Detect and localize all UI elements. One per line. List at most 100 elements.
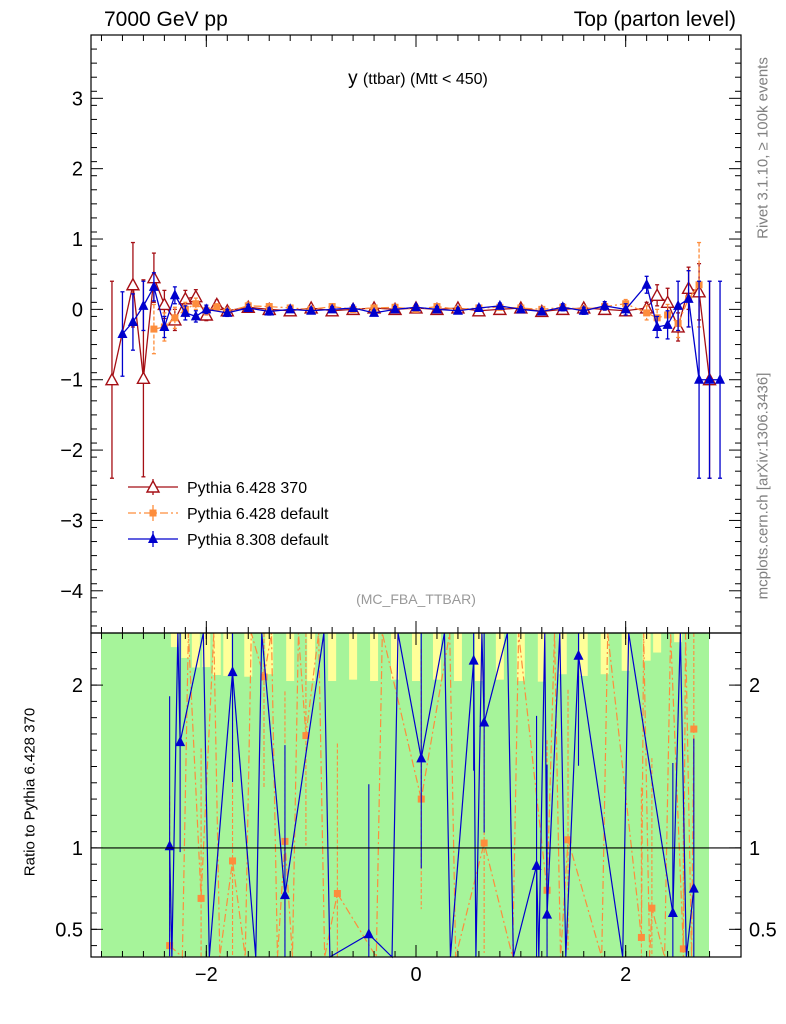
y-tick-label: −4 (60, 581, 83, 603)
y-tick-label: 2 (72, 159, 83, 181)
ratio-band-yellow (558, 633, 567, 675)
ratio-band-yellow (495, 633, 504, 680)
ratio-band-yellow (370, 633, 379, 682)
ratio-band-yellow (307, 633, 316, 682)
ratio-band-yellow (621, 633, 630, 671)
data-point (213, 303, 221, 311)
ratio-point (227, 666, 238, 677)
y-tick-label: −1 (60, 370, 83, 392)
ratio-band-yellow (223, 633, 232, 676)
data-point (104, 372, 120, 386)
ratio-point (648, 904, 656, 912)
data-point (369, 306, 380, 317)
ratio-band-yellow (181, 633, 190, 658)
data-point (599, 299, 610, 310)
title-sub: (ttbar) (Mtt < 450) (362, 71, 488, 88)
ratio-band-yellow (212, 633, 221, 675)
ratio-point (479, 716, 490, 727)
ratio-point (531, 859, 542, 870)
data-point (673, 299, 684, 310)
ratio-band-yellow (537, 633, 546, 682)
header-left: 7000 GeV pp (104, 8, 228, 31)
data-point (171, 314, 179, 322)
data-point (125, 277, 141, 291)
data-point (536, 305, 547, 316)
ratio-point (667, 907, 678, 918)
data-point (148, 280, 159, 291)
ratio-point (175, 736, 186, 747)
ratio-y-tick-label-right: 2 (749, 675, 760, 697)
ratio-band-green (101, 633, 709, 957)
x-tick-label: 0 (410, 964, 421, 986)
ratio-band-yellow (674, 633, 683, 643)
ratio-band-yellow (391, 633, 400, 680)
data-point (652, 320, 663, 331)
data-point (494, 299, 505, 310)
y-tick-label: 0 (72, 299, 83, 321)
data-point (683, 292, 694, 303)
data-point (473, 301, 484, 312)
y-tick-label: 1 (72, 229, 83, 251)
data-point (243, 301, 254, 312)
data-point (306, 304, 317, 315)
ratio-band-yellow (328, 633, 337, 682)
ratio-point (688, 882, 699, 893)
ratio-point (279, 889, 290, 900)
ratio-point (637, 933, 645, 941)
title-main: y (348, 68, 358, 89)
ratio-y-tick-label: 2 (72, 675, 83, 697)
legend-label: Pythia 6.428 370 (187, 480, 307, 497)
data-point (557, 301, 568, 312)
ratio-point (690, 725, 698, 733)
data-point (620, 303, 631, 314)
data-point (515, 303, 526, 314)
data-point (157, 296, 172, 311)
legend-label: Pythia 6.428 default (187, 506, 329, 523)
data-point (117, 328, 128, 338)
series-line-1 (153, 284, 700, 330)
legend-marker (145, 479, 161, 493)
ratio-point (679, 945, 687, 953)
data-point (127, 316, 138, 327)
legend-marker (148, 533, 158, 543)
data-point (643, 309, 651, 317)
ratio-y-tick-label: 0.5 (55, 919, 83, 941)
legend-marker (149, 509, 157, 517)
data-point (390, 303, 401, 314)
data-point (180, 306, 191, 317)
ratio-y-tick-label: 1 (72, 838, 83, 860)
data-point (411, 301, 421, 312)
data-point (169, 289, 180, 300)
ratio-point (302, 732, 310, 740)
ratio-band-yellow (579, 633, 588, 676)
data-point (649, 287, 665, 302)
ratio-point (480, 839, 488, 847)
data-point (327, 303, 338, 314)
y-tick-label: −3 (60, 510, 83, 532)
ratio-y-tick-label-right: 0.5 (749, 919, 777, 941)
data-point (578, 304, 589, 315)
data-point (662, 318, 673, 329)
y-tick-label: −2 (60, 440, 83, 462)
ratio-point (416, 752, 427, 763)
data-point (715, 373, 726, 384)
chart-title: y (ttbar) (Mtt < 450) (0, 68, 786, 90)
ratio-point (542, 908, 553, 919)
ratio-band-yellow (453, 633, 462, 682)
ratio-point (197, 894, 205, 902)
data-point (641, 278, 652, 289)
x-tick-label: −2 (195, 964, 218, 986)
x-tick-label: 2 (620, 964, 631, 986)
data-point (222, 306, 233, 317)
ratio-band-yellow (653, 633, 662, 653)
legend-label: Pythia 8.308 default (187, 532, 329, 549)
ratio-band-yellow (412, 633, 420, 682)
ratio-band-yellow (474, 633, 483, 682)
ratio-band-yellow (600, 633, 609, 675)
y-tick-label: 3 (72, 88, 83, 110)
ratio-band-yellow (170, 633, 179, 648)
ratio-band-yellow (642, 633, 651, 661)
ratio-point (260, 673, 268, 681)
data-point (431, 303, 442, 314)
